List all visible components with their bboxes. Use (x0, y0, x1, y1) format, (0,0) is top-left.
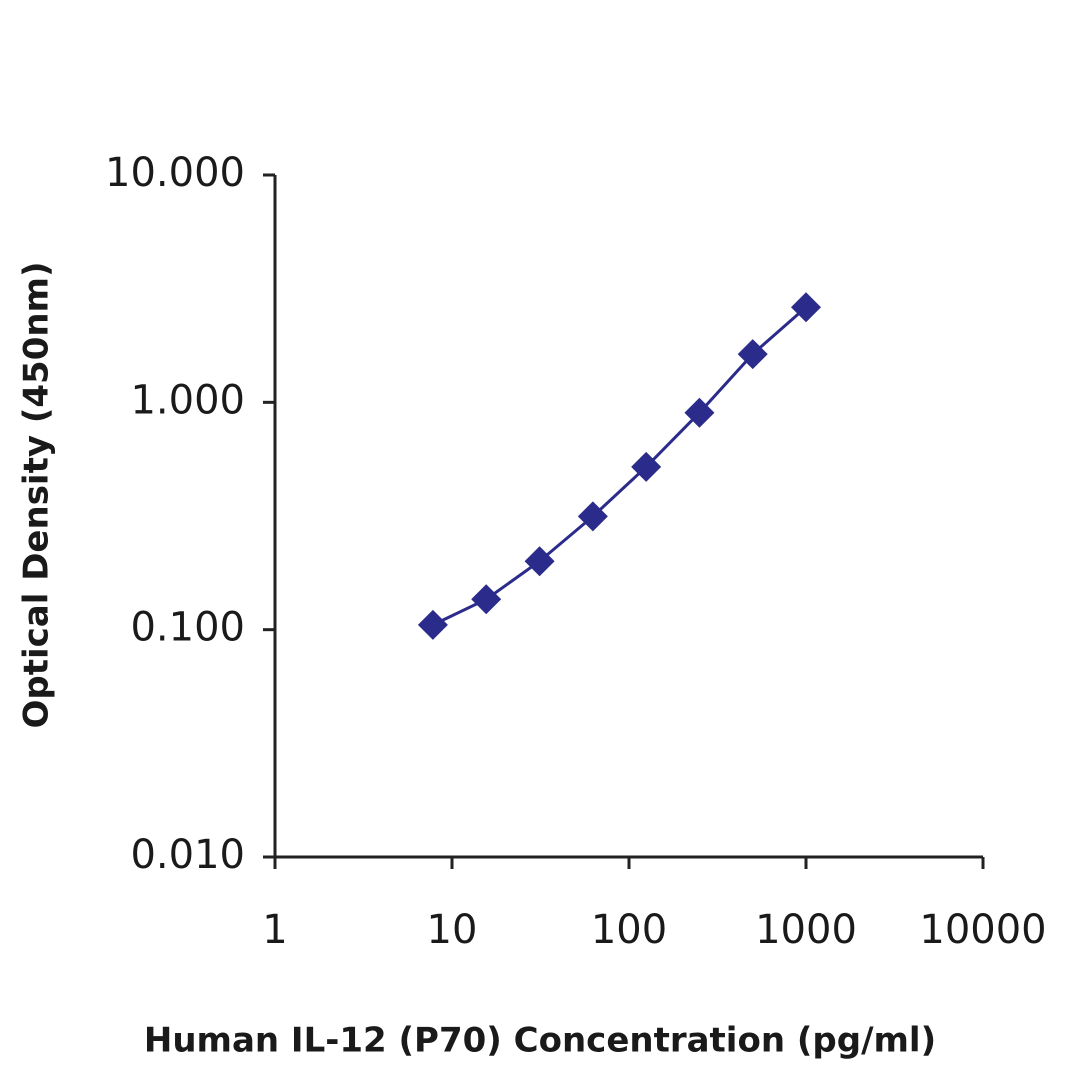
x-tick-label: 1 (262, 907, 287, 953)
data-point (737, 339, 768, 370)
x-axis-title: Human IL-12 (P70) Concentration (pg/ml) (144, 1021, 936, 1061)
y-axis-title: Optical Density (450nm) (17, 261, 57, 728)
x-tick-label: 100 (591, 907, 667, 953)
data-point (471, 584, 502, 615)
data-point (791, 292, 821, 323)
x-tick-label: 10 (427, 907, 478, 953)
data-point (417, 609, 448, 640)
x-tick-label: 10000 (919, 907, 1046, 953)
y-tick-label: 0.010 (130, 832, 245, 878)
x-tick-label: 1000 (755, 907, 857, 953)
data-point (524, 546, 555, 577)
y-tick-label: 1.000 (130, 377, 245, 423)
data-point (631, 451, 662, 482)
y-tick-label: 0.100 (130, 605, 245, 651)
y-tick-label: 10.000 (105, 150, 245, 196)
data-point (577, 501, 608, 532)
series-line (432, 306, 807, 627)
data-point (684, 397, 715, 428)
